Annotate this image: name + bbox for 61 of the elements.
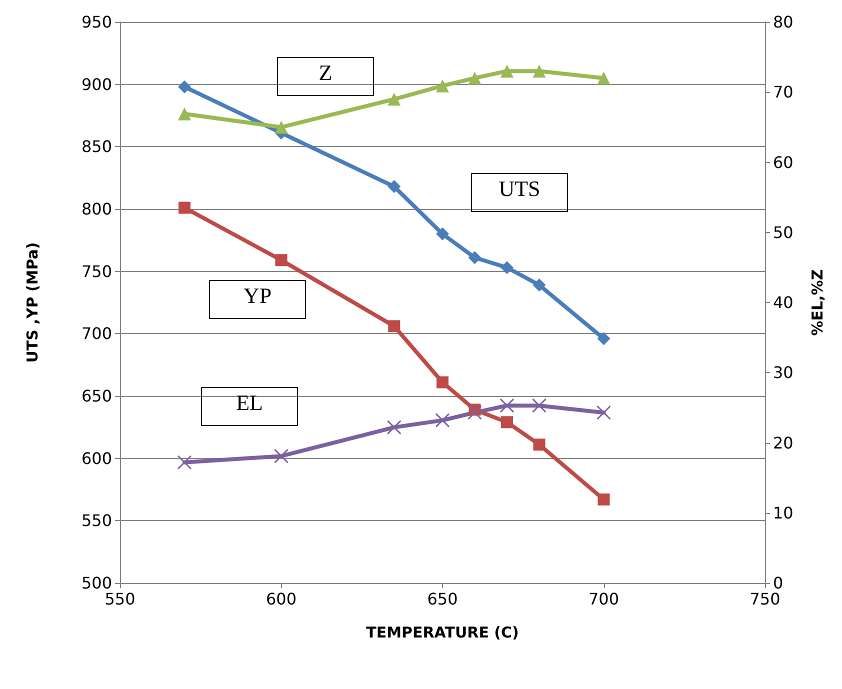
y2-tick-label: 70 xyxy=(773,82,794,102)
y2-tick-label: 60 xyxy=(773,152,794,172)
point xyxy=(388,320,400,332)
y-tick-label: 600 xyxy=(81,448,112,468)
y2-tick-label: 50 xyxy=(773,222,794,242)
series-label: EL xyxy=(236,390,263,415)
point xyxy=(468,72,482,85)
point xyxy=(596,405,611,420)
point xyxy=(598,493,610,506)
y-tick-label: 800 xyxy=(81,200,112,218)
point xyxy=(533,438,546,451)
point xyxy=(388,180,401,194)
point xyxy=(597,332,610,346)
point xyxy=(274,120,288,134)
y-tick-label: 750 xyxy=(81,262,112,281)
point xyxy=(386,420,402,435)
point xyxy=(436,376,448,388)
y2-tick-label: 20 xyxy=(773,433,794,452)
x-tick-label: 550 xyxy=(104,590,136,608)
point xyxy=(500,261,514,274)
x-axis-title: TEMPERATURE (C) xyxy=(366,624,519,642)
point xyxy=(500,64,514,78)
point xyxy=(501,416,513,428)
point xyxy=(436,79,449,92)
y2-tick-label: 10 xyxy=(773,503,794,522)
y-tick-label: 650 xyxy=(81,386,112,406)
y-tick-label: 850 xyxy=(81,137,112,156)
series-label: Z xyxy=(318,60,332,85)
series-label: YP xyxy=(243,283,272,308)
y2-tick-label: 40 xyxy=(773,293,794,312)
point xyxy=(500,398,514,413)
point xyxy=(178,80,191,94)
x-tick-label: 700 xyxy=(588,590,620,608)
x-tick-label: 650 xyxy=(427,590,458,608)
y2-tick-label: 80 xyxy=(773,12,794,32)
y-tick-label: 950 xyxy=(81,12,112,32)
point xyxy=(274,448,288,464)
y2-tick-label: 0 xyxy=(773,574,784,592)
point xyxy=(436,227,449,240)
y-tick-label: 900 xyxy=(81,74,112,94)
point xyxy=(597,72,610,85)
y-tick-label: 500 xyxy=(81,574,112,592)
point xyxy=(468,251,482,264)
y-tick-label: 550 xyxy=(81,511,112,530)
y2-tick-label: 30 xyxy=(773,363,794,382)
y-axis-title: UTS ,YP (MPa) xyxy=(24,242,42,363)
point xyxy=(532,278,546,292)
point xyxy=(275,254,288,266)
y-tick-label: 700 xyxy=(81,324,112,344)
point xyxy=(468,405,482,420)
point xyxy=(388,92,401,106)
y2-axis-title: %EL,%Z xyxy=(808,269,826,336)
point xyxy=(532,64,546,78)
x-tick-label: 750 xyxy=(750,590,780,608)
point xyxy=(178,107,191,120)
point xyxy=(178,202,190,214)
point xyxy=(177,455,192,470)
x-tick-label: 600 xyxy=(266,590,297,608)
text: UTS xyxy=(498,176,540,201)
point xyxy=(532,398,546,413)
point xyxy=(435,413,450,428)
